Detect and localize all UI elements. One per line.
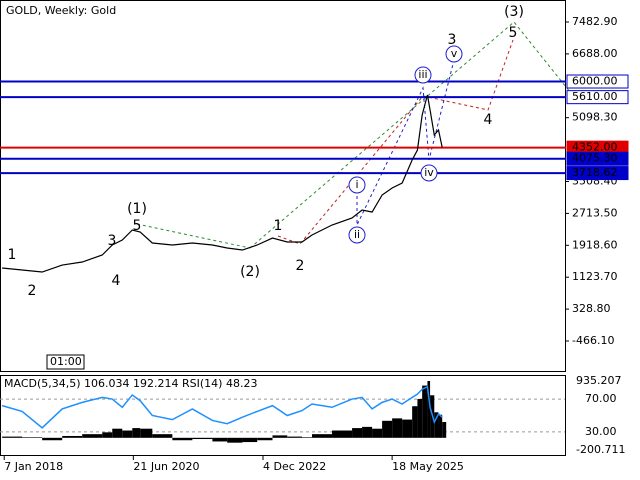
main-frame (0, 0, 566, 372)
macd-bar (212, 437, 228, 442)
wave-label: 3 (448, 32, 457, 48)
wave-label: v (451, 47, 458, 60)
macd-bar (152, 434, 173, 438)
wave-label: 4 (484, 112, 493, 128)
wave-circle (348, 176, 366, 194)
y-tick-label: 935.207 (576, 374, 622, 387)
macd-bar (42, 437, 63, 441)
indicator-frame (0, 375, 566, 456)
macd-bar (412, 406, 418, 438)
wave-label: (2) (240, 264, 260, 280)
macd-bar (122, 430, 133, 438)
level-label: 4075.30 (572, 152, 618, 165)
macd-bar (434, 412, 439, 438)
macd-bar (402, 419, 413, 438)
wave-circle (420, 164, 438, 182)
x-tick-label: 4 Dec 2022 (263, 460, 326, 473)
wave-label: 5 (509, 25, 518, 41)
y-tick-label: -466.10 (572, 334, 614, 347)
macd-bar (227, 437, 243, 443)
y-tick-label: 328.80 (572, 302, 611, 315)
time-box (46, 354, 85, 370)
macd-bar (442, 422, 447, 438)
macd-bar (287, 436, 303, 438)
y-tick-label: 7482.90 (572, 15, 618, 28)
macd-bar (22, 437, 43, 438)
wave-label: iv (424, 166, 434, 179)
macd-bar (62, 435, 83, 438)
level-box (566, 166, 629, 181)
wave-label: 1 (274, 218, 283, 234)
macd-bar (140, 428, 153, 438)
level-label: 6000.00 (572, 75, 618, 88)
y-tick-label: 2713.50 (572, 206, 618, 219)
wave-label: (1) (127, 201, 147, 217)
macd-bar (438, 414, 443, 438)
level-label: 5610.00 (572, 90, 618, 103)
x-tick-label: 21 Jun 2020 (133, 460, 199, 473)
macd-bar (257, 437, 273, 441)
macd-bar (372, 428, 383, 438)
wave-circle (414, 66, 432, 84)
macd-bar (392, 418, 403, 438)
macd-bar (132, 428, 141, 438)
wave-label: 4 (112, 273, 121, 289)
wave-line (136, 223, 251, 249)
wave-label: 3 (108, 233, 117, 249)
wave-line (277, 39, 514, 245)
price-line (2, 94, 443, 273)
indicator-title: MACD(5,34,5) 106.034 192.214 RSI(14) 48.… (4, 377, 257, 390)
wave-label: (3) (504, 4, 524, 20)
macd-bar (102, 432, 113, 438)
macd-bar (332, 430, 353, 438)
macd-bar (82, 434, 103, 438)
wave-label: 1 (8, 247, 17, 263)
y2-tick-label: 30.00 (585, 425, 617, 438)
macd-bar (192, 437, 213, 440)
wave-circle (445, 45, 463, 63)
y-tick-label: 1918.60 (572, 238, 618, 251)
macd-bar (422, 385, 428, 438)
wave-label: ii (354, 228, 360, 241)
macd-bar (362, 426, 373, 438)
level-box (566, 90, 629, 105)
x-tick-label: 7 Jan 2018 (4, 460, 63, 473)
y2-tick-label: 70.00 (585, 392, 617, 405)
wave-line (356, 59, 455, 226)
wave-label: 2 (296, 258, 305, 274)
wave-label: 2 (28, 283, 37, 299)
level-label: 4352.00 (572, 141, 618, 154)
rsi-line (1, 385, 443, 429)
macd-bar (312, 434, 333, 438)
wave-label: i (355, 178, 358, 191)
macd-bar (172, 437, 193, 441)
level-label: 3718.62 (572, 166, 618, 179)
y-tick-label: 6688.00 (572, 47, 618, 60)
level-box (566, 74, 629, 89)
macd-bar (302, 437, 313, 438)
y-tick-label: -200.711 (576, 443, 625, 456)
macd-bar (272, 435, 288, 438)
y-tick-label: 1123.70 (572, 270, 618, 283)
macd-bar (112, 428, 123, 438)
wave-label: 5 (133, 218, 142, 234)
macd-bar (242, 437, 258, 443)
macd-bar (352, 428, 363, 438)
macd-bar (2, 436, 23, 438)
macd-bar (382, 420, 393, 438)
macd-bar (427, 381, 431, 438)
level-box (566, 151, 629, 166)
y-tick-label: 5098.30 (572, 111, 618, 124)
macd-bar (417, 398, 423, 438)
chart-title: GOLD, Weekly: Gold (6, 4, 116, 17)
wave-label: iii (418, 68, 427, 81)
time-label: 01:00 (50, 355, 82, 368)
wave-circle (348, 226, 366, 244)
x-tick-label: 18 May 2025 (392, 460, 464, 473)
